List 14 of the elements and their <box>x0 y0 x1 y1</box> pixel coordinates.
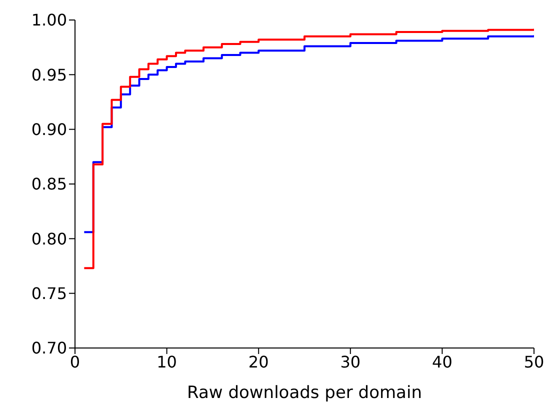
y-tick-label: 0.90 <box>31 120 67 140</box>
x-tick-label: 40 <box>432 352 452 372</box>
y-tick-label: 1.00 <box>31 10 67 30</box>
y-tick-label: 0.80 <box>31 229 67 248</box>
y-tick-label: 0.85 <box>31 174 67 194</box>
x-tick-label: 30 <box>340 352 361 372</box>
y-tick-label: 0.75 <box>31 284 67 304</box>
x-tick-label: 10 <box>156 352 177 372</box>
x-tick-label: 20 <box>248 352 269 372</box>
x-tick-label: 50 <box>524 352 544 372</box>
y-tick-label: 0.95 <box>31 65 67 84</box>
y-tick-label: 0.70 <box>31 338 67 358</box>
x-axis-title: Raw downloads per domain <box>187 383 422 403</box>
x-tick-label: 0 <box>70 352 80 372</box>
